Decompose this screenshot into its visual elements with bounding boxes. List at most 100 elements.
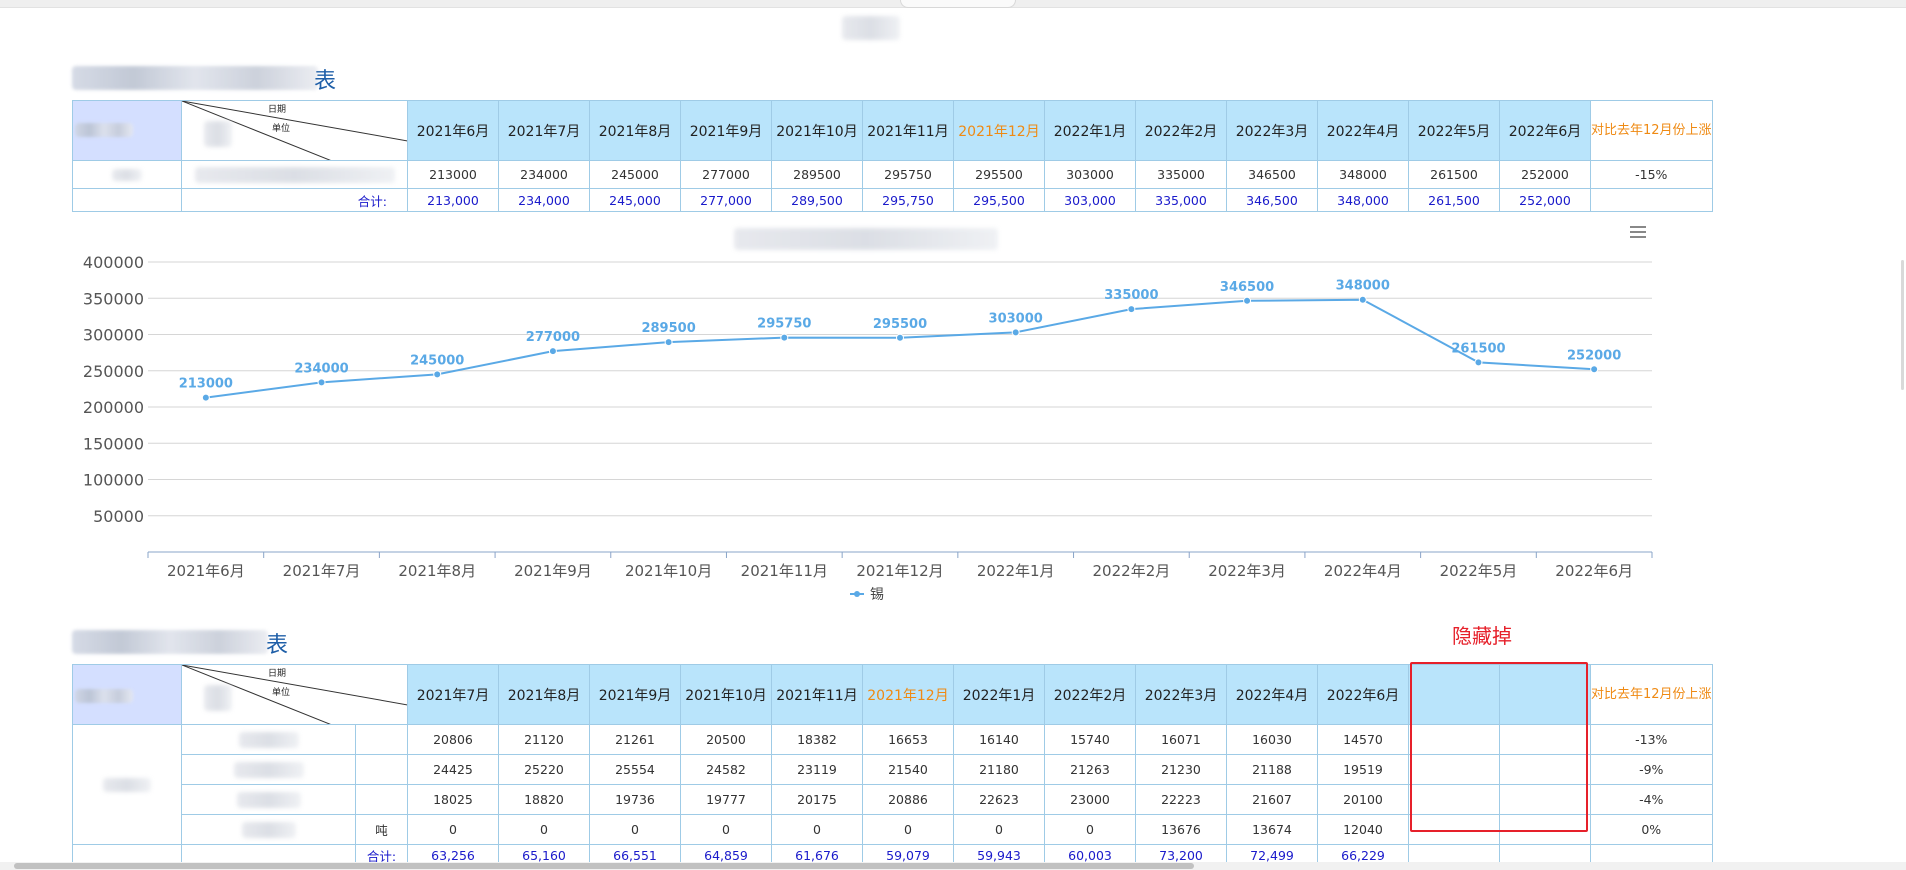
blurred-corner (204, 121, 232, 147)
compare-cell: -4% (1590, 784, 1713, 815)
value-cell: 22623 (953, 784, 1045, 815)
value-cell: 19736 (589, 784, 681, 815)
header-cell: 2022年1月 (953, 664, 1045, 725)
y-tick-label: 150000 (83, 434, 144, 453)
table-row: 24425 25220 25554 24582 23119 21540 2118… (73, 754, 1713, 785)
compare-cell: -13% (1590, 724, 1713, 755)
data-point (780, 333, 789, 342)
blurred-title-1 (72, 66, 318, 90)
value-cell: 0 (407, 814, 499, 845)
value-cell: 25220 (498, 754, 590, 785)
value-cell: 21263 (1044, 754, 1136, 785)
header-cell: 2021年9月 (680, 100, 772, 161)
total-row: 合计: 63,256 65,160 66,551 64,859 61,676 5… (72, 844, 1713, 867)
hidden-header-cell (1499, 664, 1591, 725)
section-title-1: 表 (314, 69, 337, 94)
summary-table-2: 日期 单位 2021年7月 2021年8月 2021年9月 2021年10月 2… (72, 664, 1713, 867)
value-cell: 20500 (680, 724, 772, 755)
x-tick-label: 2022年3月 (1208, 562, 1286, 580)
value-cell: 13676 (1135, 814, 1227, 845)
value-cell: 21120 (498, 724, 590, 755)
total-cell: 261,500 (1408, 188, 1500, 212)
corner-unit-label: 单位 (272, 124, 291, 134)
blurred-cell (236, 791, 301, 808)
value-cell: 213000 (407, 160, 499, 189)
value-cell: 19777 (680, 784, 772, 815)
header-cell: 2021年8月 (589, 100, 681, 161)
blurred-label (75, 689, 133, 703)
value-cell: 346500 (1226, 160, 1318, 189)
value-cell: 13674 (1226, 814, 1318, 845)
header-cell: 2021年11月 (771, 664, 863, 725)
data-label: 348000 (1336, 279, 1390, 294)
table-row: 20806 21120 21261 20500 18382 16653 1614… (72, 724, 1713, 845)
header-cell: 2022年1月 (1044, 100, 1136, 161)
vertical-scrollbar[interactable] (1901, 260, 1904, 390)
value-cell: 16030 (1226, 724, 1318, 755)
annotation-label: 隐藏掉 (1452, 624, 1512, 648)
value-cell: 22223 (1135, 784, 1227, 815)
value-cell: 20806 (407, 724, 499, 755)
hidden-cell (1499, 724, 1591, 755)
chart-legend[interactable]: 锡 (850, 587, 884, 603)
total-cell: 245,000 (589, 188, 681, 212)
data-point (1243, 296, 1252, 305)
value-cell: 0 (862, 814, 954, 845)
row-label-cell (72, 160, 182, 189)
value-cell: 20100 (1317, 784, 1409, 815)
legend-label: 锡 (870, 587, 884, 603)
data-point (1127, 305, 1136, 314)
chart-grid (148, 261, 1652, 517)
total-cell: 335,000 (1135, 188, 1227, 212)
header-cell: 2021年7月 (407, 664, 499, 725)
value-cell: 18382 (771, 724, 863, 755)
chart-series: 213000 234000 245000 277000 289500 295750 2955… (179, 279, 1621, 402)
row-name-cell (181, 814, 356, 845)
total-cell: 59,079 (862, 844, 954, 867)
total-cell: 289,500 (771, 188, 863, 212)
compare-cell: -15% (1590, 160, 1713, 189)
x-axis: 2021年6月 2021年7月 2021年8月 2021年9月 2021年10月 2021… (147, 551, 1653, 580)
header-cell-highlight: 2021年12月 (862, 664, 954, 725)
hidden-cell (1499, 814, 1591, 845)
blurred-title-2 (72, 630, 268, 654)
total-label: 合计: (181, 188, 408, 212)
header-cell: 2022年3月 (1135, 664, 1227, 725)
table-row: 18025 18820 19736 19777 20175 20886 2262… (73, 784, 1713, 815)
top-tab[interactable] (900, 0, 1016, 8)
total-cell: 59,943 (953, 844, 1045, 867)
total-cell: 346,500 (1226, 188, 1318, 212)
x-tick-label: 2022年4月 (1324, 562, 1402, 580)
blurred-label (75, 123, 133, 137)
header-cell: 2022年4月 (1226, 664, 1318, 725)
legend-marker (854, 591, 860, 597)
value-cell: 21180 (953, 754, 1045, 785)
value-cell: 245000 (589, 160, 681, 189)
value-cell: 16653 (862, 724, 954, 755)
value-cell: 348000 (1317, 160, 1409, 189)
table-row: 213000 234000 245000 277000 289500 29575… (72, 160, 1713, 189)
row-name-cell (181, 754, 356, 785)
table-row: 吨 0 0 0 0 0 0 0 0 13676 13674 12040 0% (73, 814, 1713, 845)
horizontal-scrollbar-thumb[interactable] (14, 863, 1194, 869)
header-cell: 2021年8月 (498, 664, 590, 725)
table-header-row: 日期 单位 2021年6月 2021年7月 2021年8月 2021年9月 20… (72, 100, 1713, 161)
value-cell: 18025 (407, 784, 499, 815)
line-chart: 50000 100000 150000 200000 250000 300000 35000… (83, 253, 1653, 603)
chart-menu-icon[interactable] (1630, 226, 1646, 240)
blurred-cell (238, 731, 299, 748)
header-cell: 2022年2月 (1135, 100, 1227, 161)
value-cell: 24582 (680, 754, 772, 785)
compare-header: 对比去年12月份上涨 (1590, 100, 1713, 161)
data-point (1358, 295, 1367, 304)
value-cell: 14570 (1317, 724, 1409, 755)
x-tick-label: 2021年6月 (167, 562, 245, 580)
diagonal-lines (182, 101, 407, 160)
value-cell: 23119 (771, 754, 863, 785)
value-cell: 289500 (771, 160, 863, 189)
value-cell: 21261 (589, 724, 681, 755)
y-axis: 50000 100000 150000 200000 250000 300000 35000… (83, 253, 144, 526)
corner-cell-left (72, 664, 182, 725)
total-blank (72, 188, 182, 212)
table-header-row: 日期 单位 2021年7月 2021年8月 2021年9月 2021年10月 2… (72, 664, 1713, 725)
